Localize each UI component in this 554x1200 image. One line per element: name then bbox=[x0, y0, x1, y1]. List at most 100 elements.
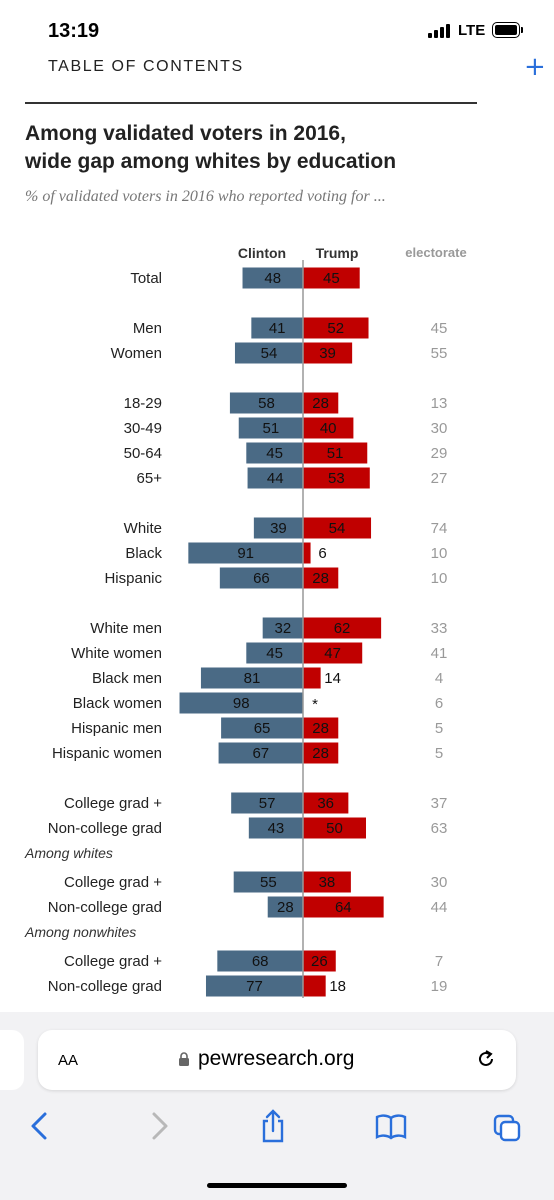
chart-top-rule bbox=[25, 102, 477, 104]
clinton-value: 51 bbox=[263, 420, 280, 437]
row-label: White women bbox=[71, 645, 162, 662]
share-value: 33 bbox=[431, 620, 448, 637]
row-label: Non-college grad bbox=[48, 899, 162, 916]
clinton-value: 65 bbox=[254, 720, 271, 737]
trump-value: 18 bbox=[329, 978, 346, 995]
trump-bar bbox=[303, 742, 339, 764]
trump-bar bbox=[303, 717, 339, 739]
clinton-value: 28 bbox=[277, 899, 294, 916]
clinton-bar bbox=[229, 392, 303, 414]
chart-title-line: wide gap among whites by education bbox=[25, 150, 397, 173]
trump-bar bbox=[303, 417, 354, 439]
clinton-bar bbox=[179, 692, 303, 714]
chart-title: Among validated voters in 2016, wide gap… bbox=[25, 120, 495, 176]
trump-bar bbox=[303, 792, 349, 814]
clinton-value: 43 bbox=[268, 820, 285, 837]
reload-icon[interactable] bbox=[475, 1048, 497, 1070]
clinton-bar bbox=[217, 950, 303, 972]
trump-value: * bbox=[312, 696, 318, 713]
clinton-value: 41 bbox=[269, 320, 286, 337]
share-value: 45 bbox=[431, 320, 448, 337]
back-icon[interactable] bbox=[25, 1108, 55, 1144]
status-bar: 13:19 LTE bbox=[0, 0, 554, 56]
clinton-bar bbox=[233, 871, 303, 893]
share-value: 10 bbox=[431, 570, 448, 587]
row-label: Black women bbox=[73, 695, 162, 712]
share-value: 5 bbox=[435, 745, 443, 762]
row-label: College grad + bbox=[64, 795, 162, 812]
share-value: 29 bbox=[431, 445, 448, 462]
clinton-value: 66 bbox=[253, 570, 270, 587]
share-column-header: Share of bbox=[410, 238, 463, 239]
network-label: LTE bbox=[458, 22, 486, 39]
trump-value: 38 bbox=[319, 874, 336, 891]
clinton-bar bbox=[247, 467, 303, 489]
trump-bar bbox=[303, 517, 372, 539]
row-label: Black bbox=[125, 545, 162, 562]
trump-bar bbox=[303, 267, 360, 289]
trump-value: 40 bbox=[320, 420, 337, 437]
trump-bar bbox=[303, 392, 339, 414]
trump-bar bbox=[303, 567, 339, 589]
clinton-bar bbox=[242, 267, 303, 289]
clinton-value: 57 bbox=[259, 795, 276, 812]
chart-title-line: Among validated voters in 2016, bbox=[25, 122, 346, 145]
row-label: College grad + bbox=[64, 953, 162, 970]
share-value: 55 bbox=[431, 345, 448, 362]
share-icon[interactable] bbox=[258, 1108, 288, 1144]
group-heading: Among whites bbox=[24, 845, 113, 861]
row-label: White bbox=[124, 520, 162, 537]
trump-bar bbox=[303, 975, 326, 997]
group-heading: Among nonwhites bbox=[24, 924, 136, 940]
trump-value: 51 bbox=[327, 445, 344, 462]
trump-bar bbox=[303, 667, 321, 689]
diverging-bar-chart: ClintonTrumpShare ofelectorateTotal4845M… bbox=[24, 238, 467, 998]
clinton-bar bbox=[251, 317, 303, 339]
row-label: White men bbox=[90, 620, 162, 637]
share-value: 30 bbox=[431, 874, 448, 891]
clinton-bar bbox=[262, 617, 303, 639]
trump-bar bbox=[303, 950, 336, 972]
share-value: 44 bbox=[431, 899, 448, 916]
trump-value: 62 bbox=[334, 620, 351, 637]
forward-icon[interactable] bbox=[144, 1108, 174, 1144]
share-value: 37 bbox=[431, 795, 448, 812]
trump-bar bbox=[303, 317, 369, 339]
trump-bar bbox=[303, 542, 311, 564]
clinton-value: 32 bbox=[274, 620, 291, 637]
add-icon[interactable]: + bbox=[524, 52, 546, 82]
clinton-bar bbox=[218, 742, 303, 764]
share-value: 41 bbox=[431, 645, 448, 662]
reader-settings-button[interactable]: AA bbox=[58, 1048, 78, 1071]
trump-value: 28 bbox=[312, 570, 329, 587]
tabs-icon[interactable] bbox=[492, 1108, 522, 1144]
share-value: 6 bbox=[435, 695, 443, 712]
trump-value: 6 bbox=[318, 545, 326, 562]
clinton-value: 45 bbox=[266, 445, 283, 462]
trump-bar bbox=[303, 642, 363, 664]
clinton-bar bbox=[188, 542, 303, 564]
row-label: 30-49 bbox=[124, 420, 162, 437]
share-value: 30 bbox=[431, 420, 448, 437]
previous-tab-card[interactable] bbox=[0, 1030, 24, 1090]
battery-tip bbox=[521, 27, 523, 33]
share-value: 74 bbox=[431, 520, 448, 537]
row-label: Non-college grad bbox=[48, 820, 162, 837]
clinton-bar bbox=[219, 567, 303, 589]
clinton-value: 58 bbox=[258, 395, 275, 412]
trump-value: 50 bbox=[326, 820, 343, 837]
row-label: 50-64 bbox=[124, 445, 162, 462]
share-value: 13 bbox=[431, 395, 448, 412]
clinton-value: 67 bbox=[252, 745, 269, 762]
row-label: Men bbox=[133, 320, 162, 337]
clinton-value: 48 bbox=[264, 270, 281, 287]
clinton-bar bbox=[246, 642, 303, 664]
trump-value: 36 bbox=[317, 795, 334, 812]
toc-button[interactable]: TABLE OF CONTENTS bbox=[48, 58, 244, 75]
trump-value: 28 bbox=[312, 745, 329, 762]
clinton-value: 39 bbox=[270, 520, 287, 537]
bookmarks-icon[interactable] bbox=[374, 1108, 408, 1144]
clinton-value: 98 bbox=[233, 695, 250, 712]
battery-icon bbox=[492, 22, 520, 38]
address-bar[interactable]: AA pewresearch.org bbox=[38, 1030, 516, 1090]
